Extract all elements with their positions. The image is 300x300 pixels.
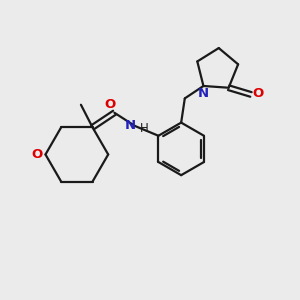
Text: N: N <box>197 87 208 100</box>
Text: O: O <box>252 87 263 100</box>
Text: O: O <box>32 148 43 161</box>
Text: H: H <box>140 122 149 135</box>
Text: N: N <box>124 119 136 133</box>
Text: O: O <box>104 98 116 111</box>
